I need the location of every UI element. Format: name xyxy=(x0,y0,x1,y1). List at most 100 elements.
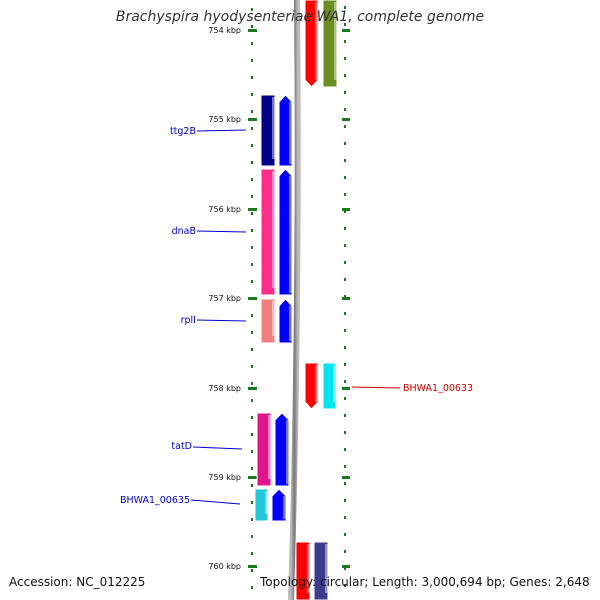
ruler-dash xyxy=(251,76,253,79)
cds-block[interactable] xyxy=(322,0,338,88)
ruler-dash xyxy=(251,450,253,453)
cds-shading xyxy=(289,102,292,164)
cds-shading xyxy=(315,365,318,402)
cds-block[interactable] xyxy=(278,94,293,167)
cds-block[interactable] xyxy=(313,541,329,600)
cds-block[interactable] xyxy=(260,94,276,167)
cds-block[interactable] xyxy=(295,541,311,600)
ruler-dash xyxy=(251,433,253,436)
ruler-dash xyxy=(344,397,346,400)
ruler-dash xyxy=(344,108,346,111)
ruler-dash xyxy=(344,380,346,383)
gene-label[interactable]: ttg2B xyxy=(170,126,196,137)
cds-block[interactable] xyxy=(274,412,290,487)
ruler-dash xyxy=(251,314,253,317)
ruler-dash xyxy=(251,518,253,521)
ruler-tick-outer xyxy=(342,29,350,32)
ruler-dash xyxy=(251,331,253,334)
ruler-dash xyxy=(344,6,346,9)
gene-label-leader xyxy=(196,230,247,233)
cds-block[interactable] xyxy=(260,298,276,344)
gene-label-leader xyxy=(196,319,247,322)
ruler-dash xyxy=(344,142,346,145)
ruler-dash xyxy=(344,74,346,77)
ruler-dash xyxy=(344,244,346,247)
ruler-dash xyxy=(251,229,253,232)
cds-shading xyxy=(334,2,337,80)
gene-labels: ttg2B dnaB rplI BHWA1_00633 tatD BHWA1_00635 xyxy=(120,126,473,506)
ruler-dash xyxy=(344,363,346,366)
cds-shading xyxy=(272,171,275,288)
ruler-tick xyxy=(248,208,257,211)
cds-shading xyxy=(289,306,292,341)
cds-block[interactable] xyxy=(304,0,319,88)
ruler-dash xyxy=(344,159,346,162)
cds-block[interactable] xyxy=(304,362,319,410)
ruler-dashes xyxy=(251,6,346,589)
gene-label[interactable]: dnaB xyxy=(172,226,196,237)
ruler-dash xyxy=(344,482,346,485)
ruler-dash xyxy=(251,365,253,368)
ruler-tick-label: 757 kbp xyxy=(208,294,241,303)
ruler-dash xyxy=(344,261,346,264)
cds-shading xyxy=(268,415,271,479)
cds-block[interactable] xyxy=(260,168,276,296)
ruler-dash xyxy=(251,8,253,11)
ruler-dash xyxy=(251,263,253,266)
ruler-dash xyxy=(251,382,253,385)
ruler-dash xyxy=(251,535,253,538)
cds-block[interactable] xyxy=(256,412,272,487)
cds-block[interactable] xyxy=(278,298,293,344)
ruler-dash xyxy=(344,210,346,213)
cds-shading xyxy=(325,544,328,593)
ruler-dash xyxy=(344,125,346,128)
gene-label-leader xyxy=(192,446,243,450)
ruler-tick xyxy=(248,476,257,479)
ruler-dash xyxy=(344,57,346,60)
ruler-tick xyxy=(248,118,257,121)
cds-block[interactable] xyxy=(254,488,269,522)
ruler-dash xyxy=(251,161,253,164)
cds-shading xyxy=(315,2,318,80)
ruler-dash xyxy=(251,93,253,96)
cds-shading xyxy=(333,365,336,402)
ruler-tick-label: 754 kbp xyxy=(208,26,241,35)
ruler-dash xyxy=(344,584,346,587)
ruler-dash xyxy=(344,312,346,315)
cds-block[interactable] xyxy=(322,362,337,410)
ruler-dash xyxy=(251,42,253,45)
ruler-tick xyxy=(248,29,257,32)
ruler-dash xyxy=(251,59,253,62)
cds-shading xyxy=(272,97,275,159)
gene-label[interactable]: tatD xyxy=(171,441,192,452)
gene-label-leader xyxy=(196,129,247,132)
ruler-tick xyxy=(248,297,257,300)
ruler-dash xyxy=(251,552,253,555)
cds-block[interactable] xyxy=(271,488,287,522)
cds-shading xyxy=(272,301,275,336)
ruler-dash xyxy=(344,465,346,468)
ruler-dash xyxy=(344,23,346,26)
ruler-tick xyxy=(248,387,257,390)
map-title: Brachyspira hyodysenteriae WA1, complete… xyxy=(115,9,485,25)
ruler-tick-label: 759 kbp xyxy=(208,473,241,482)
ruler-dash xyxy=(251,569,253,572)
ruler-dash xyxy=(251,246,253,249)
ruler-dash xyxy=(344,295,346,298)
ruler-tick-outer xyxy=(342,387,350,390)
ruler-dash xyxy=(344,431,346,434)
ruler-dash xyxy=(344,448,346,451)
ruler-tick-outer xyxy=(342,476,350,479)
ruler-dash xyxy=(251,348,253,351)
ruler-dash xyxy=(344,176,346,179)
gene-label[interactable]: rplI xyxy=(181,315,196,326)
ruler-dash xyxy=(251,195,253,198)
cds-shading xyxy=(289,176,292,293)
ruler-tick-label: 760 kbp xyxy=(208,562,241,571)
ruler-dash xyxy=(344,516,346,519)
gene-label[interactable]: BHWA1_00635 xyxy=(120,495,190,506)
ruler-dash xyxy=(251,280,253,283)
cds-block[interactable] xyxy=(278,168,293,296)
gene-label[interactable]: BHWA1_00633 xyxy=(403,383,473,394)
cds-shading xyxy=(286,420,289,484)
